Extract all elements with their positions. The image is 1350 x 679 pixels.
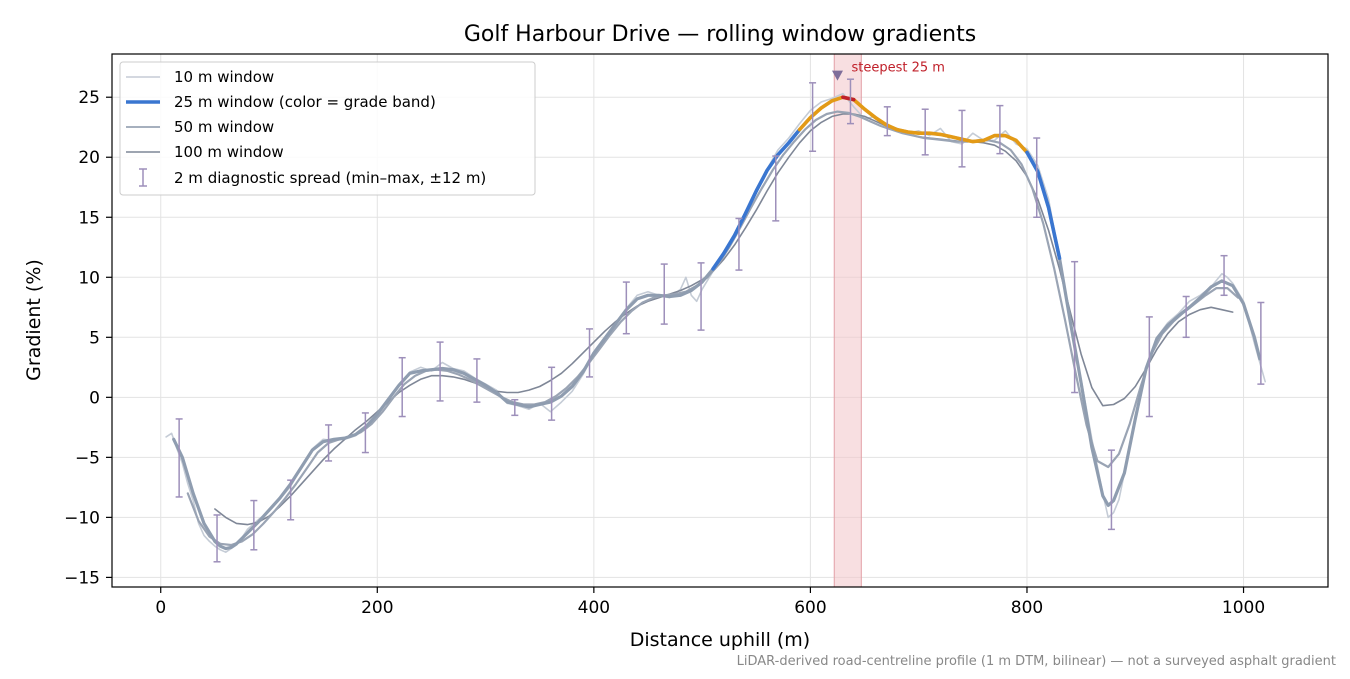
plot-frame xyxy=(111,53,1329,588)
steepest-highlight xyxy=(833,53,862,588)
markers: steepest 25 m xyxy=(831,61,945,81)
errorbar xyxy=(1107,449,1115,531)
legend: 10 m window 25 m window (color = grade b… xyxy=(119,61,536,196)
steepest-label: steepest 25 m xyxy=(851,61,944,76)
errorbar xyxy=(660,263,668,325)
errorbar xyxy=(1071,260,1079,394)
errorbar xyxy=(511,398,519,417)
errorbar xyxy=(697,262,705,331)
x-tick-label: 600 xyxy=(794,598,826,618)
x-axis-label: Distance uphill (m) xyxy=(630,629,810,651)
errorbar xyxy=(958,109,966,168)
errorbar xyxy=(361,412,369,454)
legend-swatch-errorbar xyxy=(139,168,147,187)
footnote: LiDAR-derived road-centreline profile (1… xyxy=(737,654,1336,669)
errorbar xyxy=(622,281,630,335)
errorbar xyxy=(398,356,406,418)
y-tick-label: 5 xyxy=(89,328,100,348)
grade-band-red xyxy=(841,95,856,102)
steepest-band xyxy=(833,53,862,588)
y-tick-label: 0 xyxy=(89,388,100,408)
errorbar xyxy=(325,424,333,462)
legend-box xyxy=(119,61,536,196)
errorbar xyxy=(883,106,891,137)
chart-title: Golf Harbour Drive — rolling window grad… xyxy=(464,22,976,47)
y-axis-label: Gradient (%) xyxy=(23,259,45,381)
errorbar xyxy=(1033,137,1041,219)
x-tick-label: 0 xyxy=(155,598,166,618)
legend-label-50m: 50 m window xyxy=(174,118,274,136)
errorbar xyxy=(1257,301,1265,385)
legend-label-25m: 25 m window (color = grade band) xyxy=(174,93,436,111)
legend-label-errorbar: 2 m diagnostic spread (min–max, ±12 m) xyxy=(174,169,486,187)
y-tick-label: 20 xyxy=(78,148,100,168)
errorbar xyxy=(548,366,556,421)
errorbar xyxy=(996,104,1004,155)
errorbars xyxy=(175,78,1265,563)
errorbar xyxy=(846,78,854,125)
errorbar xyxy=(213,514,221,563)
x-tick-label: 1000 xyxy=(1222,598,1265,618)
errorbar xyxy=(287,479,295,521)
steepest-marker xyxy=(831,70,843,81)
errorbar xyxy=(1182,295,1190,339)
x-tick-label: 400 xyxy=(578,598,610,618)
errorbar xyxy=(586,328,594,378)
axis-ticks: 0 200 400 600 800 1000 −15 −10 −5 0 5 10 15 20 25 xyxy=(64,88,1265,618)
grade-band-blue xyxy=(1025,150,1062,260)
errorbar xyxy=(735,217,743,271)
legend-label-10m: 10 m window xyxy=(174,68,274,86)
y-tick-label: −15 xyxy=(64,568,100,588)
errorbar xyxy=(772,155,780,222)
errorbar xyxy=(175,418,183,498)
errorbar xyxy=(1145,316,1153,418)
x-tick-label: 800 xyxy=(1011,598,1043,618)
y-tick-label: 25 xyxy=(78,88,100,108)
y-tick-label: 10 xyxy=(78,268,100,288)
errorbar xyxy=(809,82,817,152)
errorbar xyxy=(473,358,481,403)
errorbar xyxy=(1220,254,1228,297)
legend-label-100m: 100 m window xyxy=(174,143,284,161)
y-tick-label: 15 xyxy=(78,208,100,228)
y-tick-label: −5 xyxy=(75,448,100,468)
y-tick-label: −10 xyxy=(64,508,100,528)
x-tick-label: 200 xyxy=(361,598,393,618)
errorbar xyxy=(921,108,929,156)
grade-band-blue xyxy=(711,127,802,271)
grade-band-orange xyxy=(797,95,1029,155)
errorbar xyxy=(250,499,258,551)
errorbar xyxy=(436,341,444,402)
